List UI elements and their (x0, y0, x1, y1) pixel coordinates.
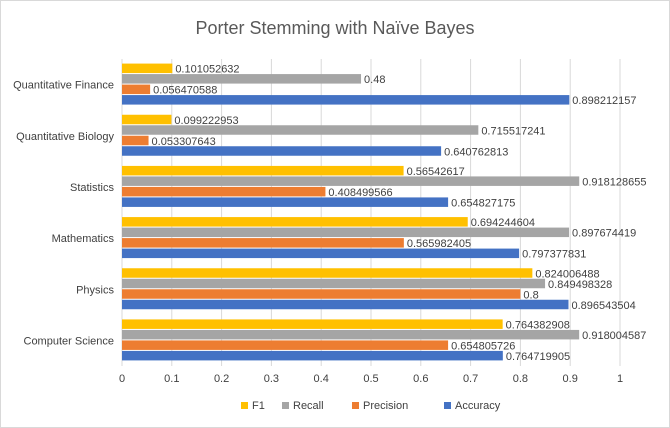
legend-label: Accuracy (455, 400, 501, 412)
category-label: Physics (76, 284, 114, 296)
legend: F1 Recall Precision Accuracy (241, 400, 501, 412)
data-labels: 0.101052632 0.48 0.056470588 0.898212157 0.0… (152, 64, 647, 363)
legend-label: Precision (363, 400, 408, 412)
data-label: 0.897674419 (572, 228, 636, 240)
bar-f1 (122, 319, 503, 329)
data-label: 0.896543504 (571, 300, 635, 312)
x-tick-label: 0 (119, 373, 125, 385)
legend-swatch (282, 402, 289, 409)
data-label: 0.764382908 (506, 319, 570, 331)
bar-f1 (122, 268, 533, 278)
value-axis: 0 0.1 0.2 0.3 0.4 0.5 0.6 0.7 0.8 0.9 1 (119, 373, 623, 385)
x-tick-label: 0.1 (164, 373, 179, 385)
bar-recall (122, 329, 580, 340)
category-label: Quantitative Biology (16, 131, 114, 143)
bar-accuracy (122, 146, 442, 156)
data-label: 0.099222953 (174, 115, 238, 127)
bar-f1 (122, 165, 404, 176)
legend-item-precision: Precision (352, 400, 408, 412)
bar-recall (122, 278, 546, 289)
x-tick-label: 0.5 (363, 373, 378, 385)
x-tick-label: 0.2 (214, 373, 229, 385)
bar-recall (122, 74, 362, 84)
bar-precision (122, 340, 449, 350)
bar-f1 (122, 63, 173, 74)
legend-label: F1 (252, 400, 265, 412)
category-label: Mathematics (52, 233, 115, 245)
data-label: 0.053307643 (152, 136, 216, 148)
bar-accuracy (122, 95, 570, 105)
data-label: 0.565982405 (407, 238, 471, 250)
data-label: 0.56542617 (407, 166, 465, 178)
category-label: Quantitative Finance (13, 80, 114, 92)
data-label: 0.715517241 (481, 125, 545, 137)
x-tick-label: 0.8 (513, 373, 528, 385)
bar-recall (122, 125, 479, 135)
bar-precision (122, 186, 326, 197)
bar-precision (122, 84, 151, 95)
data-label: 0.898212157 (572, 95, 636, 107)
x-tick-label: 0.7 (463, 373, 478, 385)
data-label: 0.654805726 (451, 340, 515, 352)
bars (122, 63, 580, 361)
bar-accuracy (122, 197, 449, 207)
data-label: 0.640762813 (444, 146, 508, 158)
category-label: Statistics (70, 182, 115, 194)
legend-label: Recall (293, 400, 324, 412)
x-tick-label: 1 (617, 373, 623, 385)
bar-accuracy (122, 248, 520, 259)
x-tick-label: 0.9 (563, 373, 578, 385)
bar-recall (122, 176, 580, 186)
bar-recall (122, 227, 570, 238)
data-label: 0.48 (364, 74, 385, 86)
legend-item-recall: Recall (282, 400, 324, 412)
legend-swatch (241, 402, 248, 409)
legend-item-f1: F1 (241, 400, 265, 412)
bar-accuracy (122, 299, 569, 310)
bar-accuracy (122, 350, 503, 361)
gridlines (121, 59, 621, 366)
data-label: 0.918128655 (582, 176, 646, 188)
legend-swatch (444, 402, 451, 409)
bar-precision (122, 289, 521, 299)
x-tick-label: 0.4 (314, 373, 329, 385)
bar-f1 (122, 217, 468, 227)
bar-precision (122, 135, 149, 146)
data-label: 0.056470588 (153, 85, 217, 97)
legend-item-accuracy: Accuracy (444, 400, 501, 412)
data-label: 0.694244604 (471, 217, 535, 229)
data-label: 0.408499566 (328, 187, 392, 199)
data-label: 0.654827175 (451, 197, 515, 209)
category-label: Computer Science (24, 335, 115, 347)
data-label: 0.764719905 (506, 351, 570, 363)
data-label: 0.918004587 (582, 330, 646, 342)
data-label: 0.8 (523, 289, 538, 301)
category-axis: Quantitative Finance Quantitative Biology… (13, 80, 114, 348)
data-label: 0.849498328 (548, 279, 612, 291)
data-label: 0.797377831 (522, 249, 586, 261)
data-label: 0.101052632 (175, 64, 239, 76)
data-label: 0.824006488 (535, 268, 599, 280)
bar-precision (122, 238, 404, 248)
chart-title: Porter Stemming with Naïve Bayes (195, 18, 474, 38)
legend-swatch (352, 402, 359, 409)
x-tick-label: 0.6 (413, 373, 428, 385)
x-tick-label: 0.3 (264, 373, 279, 385)
bar-f1 (122, 114, 172, 125)
